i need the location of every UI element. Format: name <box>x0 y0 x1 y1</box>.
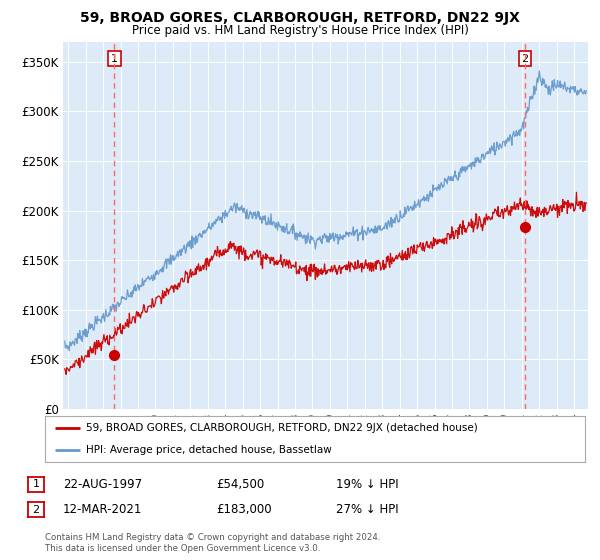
Text: 1: 1 <box>111 54 118 63</box>
Text: 59, BROAD GORES, CLARBOROUGH, RETFORD, DN22 9JX (detached house): 59, BROAD GORES, CLARBOROUGH, RETFORD, D… <box>86 423 477 433</box>
Text: 27% ↓ HPI: 27% ↓ HPI <box>336 503 398 516</box>
Text: 2: 2 <box>521 54 529 63</box>
Text: 1: 1 <box>32 479 40 489</box>
Text: £183,000: £183,000 <box>216 503 272 516</box>
Text: 2: 2 <box>32 505 40 515</box>
Text: 59, BROAD GORES, CLARBOROUGH, RETFORD, DN22 9JX: 59, BROAD GORES, CLARBOROUGH, RETFORD, D… <box>80 11 520 25</box>
Text: 19% ↓ HPI: 19% ↓ HPI <box>336 478 398 491</box>
Text: Price paid vs. HM Land Registry's House Price Index (HPI): Price paid vs. HM Land Registry's House … <box>131 24 469 36</box>
Text: 22-AUG-1997: 22-AUG-1997 <box>63 478 142 491</box>
Text: £54,500: £54,500 <box>216 478 264 491</box>
Text: Contains HM Land Registry data © Crown copyright and database right 2024.
This d: Contains HM Land Registry data © Crown c… <box>45 533 380 553</box>
Text: 12-MAR-2021: 12-MAR-2021 <box>63 503 142 516</box>
Text: HPI: Average price, detached house, Bassetlaw: HPI: Average price, detached house, Bass… <box>86 445 331 455</box>
